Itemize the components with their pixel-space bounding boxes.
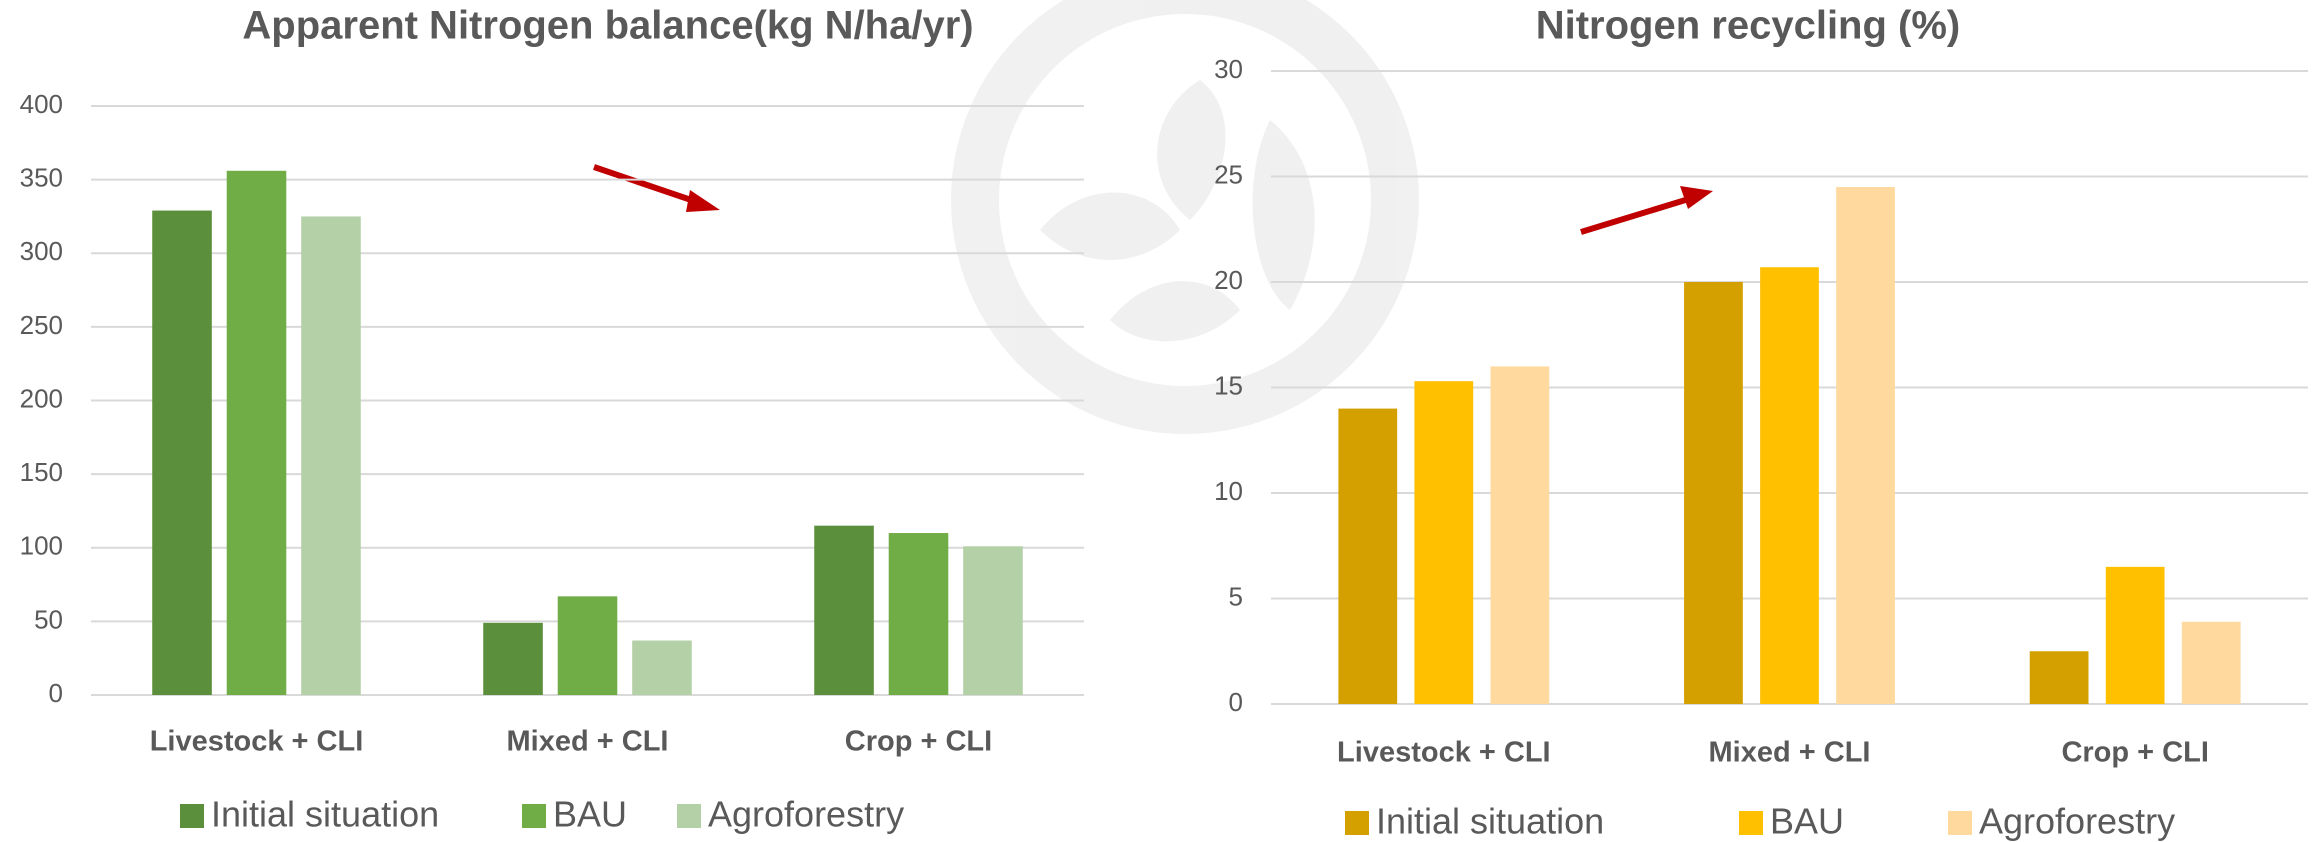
watermark	[951, 0, 1419, 434]
bar	[963, 546, 1023, 695]
x-tick-label: Livestock + CLI	[150, 726, 364, 758]
legend-swatch	[1948, 811, 1972, 835]
y-tick-label: 200	[20, 383, 63, 413]
x-tick-label: Crop + CLI	[845, 726, 992, 758]
legend-swatch	[522, 804, 546, 828]
y-tick-label: 20	[1214, 265, 1243, 295]
y-tick-label: 30	[1214, 54, 1243, 84]
chart-title: Nitrogen recycling (%)	[1536, 4, 1961, 48]
y-tick-label: 400	[20, 89, 63, 119]
legend-swatch	[1345, 811, 1369, 835]
bar	[1836, 187, 1895, 705]
bar	[814, 525, 874, 695]
bar	[483, 622, 543, 695]
y-tick-label: 100	[20, 531, 63, 561]
bar	[1414, 381, 1474, 704]
legend-swatch	[180, 804, 204, 828]
legend-label: Agroforestry	[708, 794, 904, 835]
legend-label: Initial situation	[1376, 801, 1604, 842]
y-tick-label: 350	[20, 163, 63, 193]
legend-label: BAU	[1770, 801, 1844, 842]
y-tick-label: 10	[1214, 476, 1243, 506]
y-tick-label: 15	[1214, 370, 1243, 400]
y-tick-label: 0	[49, 678, 63, 708]
y-tick-label: 0	[1229, 687, 1243, 717]
y-tick-label: 150	[20, 457, 63, 487]
bar	[1760, 267, 1819, 704]
bar	[152, 210, 212, 696]
bar	[2181, 621, 2241, 704]
chart-title: Apparent Nitrogen balance(kg N/ha/yr)	[242, 4, 973, 48]
legend-label: Agroforestry	[1979, 801, 2175, 842]
x-tick-label: Livestock + CLI	[1337, 737, 1551, 769]
x-tick-label: Mixed + CLI	[507, 726, 669, 758]
bar	[2105, 566, 2165, 704]
legend-label: BAU	[553, 794, 627, 835]
bar	[301, 216, 361, 695]
arrow	[593, 164, 1713, 235]
legend-swatch	[677, 804, 701, 828]
bar	[1338, 408, 1398, 704]
bar	[888, 533, 949, 695]
bar	[557, 596, 618, 695]
y-tick-label: 50	[34, 604, 63, 634]
x-tick-label: Mixed + CLI	[1709, 737, 1871, 769]
legend-label: Initial situation	[211, 794, 439, 835]
y-tick-label: 300	[20, 236, 63, 266]
y-tick-label: 250	[20, 310, 63, 340]
legend-swatch	[1739, 811, 1763, 835]
y-tick-label: 25	[1214, 159, 1243, 189]
bar	[226, 170, 287, 696]
bar	[632, 640, 692, 695]
bar	[1684, 282, 1743, 704]
y-tick-label: 5	[1229, 581, 1243, 611]
x-tick-label: Crop + CLI	[2061, 737, 2208, 769]
bar	[2029, 651, 2089, 704]
bar	[1490, 366, 1550, 704]
